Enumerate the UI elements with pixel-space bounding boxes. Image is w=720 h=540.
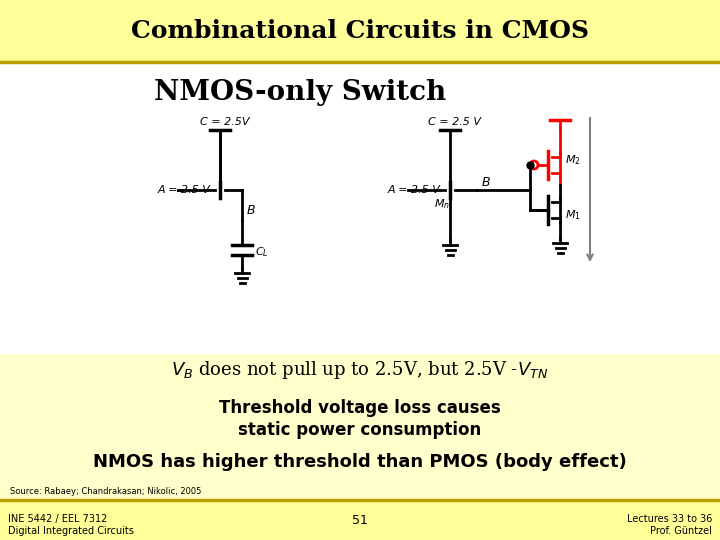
Text: $M_2$: $M_2$ — [565, 153, 581, 167]
Text: Digital Integrated Circuits: Digital Integrated Circuits — [8, 526, 134, 536]
Text: C = 2.5 V: C = 2.5 V — [428, 117, 482, 127]
Text: 51: 51 — [352, 514, 368, 526]
Text: static power consumption: static power consumption — [238, 421, 482, 439]
Text: Source: Rabaey; Chandrakasan; Nikolic, 2005: Source: Rabaey; Chandrakasan; Nikolic, 2… — [10, 488, 202, 496]
Text: NMOS-only Switch: NMOS-only Switch — [154, 78, 446, 105]
Text: A = 2.5 V: A = 2.5 V — [388, 185, 441, 195]
Text: Lectures 33 to 36: Lectures 33 to 36 — [626, 514, 712, 524]
FancyBboxPatch shape — [0, 64, 720, 354]
Text: A = 2.5 V: A = 2.5 V — [158, 185, 211, 195]
Text: $\mathit{V_B}$ does not pull up to 2.5V, but 2.5V -$\mathit{V_{TN}}$: $\mathit{V_B}$ does not pull up to 2.5V,… — [171, 359, 549, 381]
FancyBboxPatch shape — [0, 0, 720, 62]
Text: Combinational Circuits in CMOS: Combinational Circuits in CMOS — [131, 19, 589, 43]
Text: INE 5442 / EEL 7312: INE 5442 / EEL 7312 — [8, 514, 107, 524]
Text: Threshold voltage loss causes: Threshold voltage loss causes — [219, 399, 501, 417]
Text: $C_L$: $C_L$ — [255, 245, 269, 259]
Text: C = 2.5V: C = 2.5V — [200, 117, 250, 127]
Text: $M_n$: $M_n$ — [434, 197, 450, 211]
Text: $M_1$: $M_1$ — [565, 208, 581, 222]
Text: B: B — [247, 204, 256, 217]
Text: Prof. Güntzel: Prof. Güntzel — [650, 526, 712, 536]
Text: B: B — [482, 176, 490, 188]
Text: NMOS has higher threshold than PMOS (body effect): NMOS has higher threshold than PMOS (bod… — [93, 453, 627, 471]
FancyBboxPatch shape — [0, 500, 720, 540]
